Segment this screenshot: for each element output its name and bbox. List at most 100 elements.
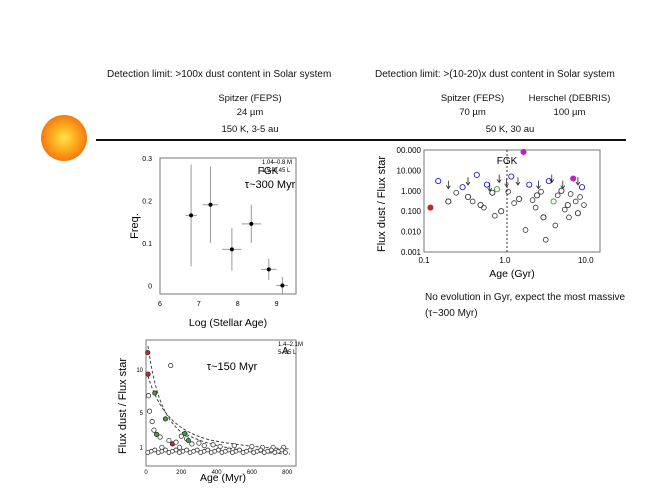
chart2-lum-note: 5–25 L	[278, 350, 297, 356]
chart3-title: FGK	[497, 156, 518, 167]
a-star-flux-chart: 0 200 400 600 800 1 5 10 A 1.4–2.1M 5–25 L τ~15…	[117, 339, 303, 484]
chart3-upper-limit-head	[446, 185, 451, 190]
chart2-point	[145, 393, 152, 399]
chart3-point	[534, 192, 541, 199]
chart3-point	[516, 195, 523, 202]
chart2-point	[189, 441, 195, 447]
chart3-point	[453, 189, 459, 196]
chart3-upper-limit-head	[549, 179, 555, 184]
chart3-xtick: 0.1	[418, 256, 430, 265]
chart1-point	[189, 213, 194, 218]
chart1-ytick: 0.3	[142, 156, 152, 163]
chart1-xtick: 6	[158, 301, 162, 308]
chart3-point	[459, 184, 466, 191]
right-instrument-2: Herschel (DEBRIS)	[528, 93, 611, 104]
chart3-point	[574, 210, 581, 217]
chart3-point	[491, 212, 498, 219]
chart3-point	[566, 214, 572, 221]
chart3-point	[529, 197, 536, 203]
chart1-xtick: 8	[236, 301, 240, 308]
chart2-baseline-point	[268, 447, 274, 453]
chart1-point	[208, 202, 213, 207]
chart2-point	[210, 442, 216, 448]
chart2-point	[168, 362, 174, 369]
chart2-point	[146, 408, 153, 414]
chart1-lum-note: 1.5–0.45 L	[262, 168, 291, 174]
fgk-flux-ratio-chart: 0.1 1.0 10.0 0.001 0.010 0.100 1.000 10.000 00.0…	[376, 146, 601, 280]
chart3-point	[427, 204, 434, 211]
chart2-xtick: 600	[247, 470, 258, 476]
chart3-point	[540, 214, 547, 221]
chart2-xtick: 0	[144, 470, 148, 476]
chart2-baseline-point	[237, 447, 242, 453]
chart2-baseline-point	[247, 447, 253, 453]
chart1-ylabel: Freq.	[129, 213, 141, 239]
chart2-point	[145, 350, 151, 356]
right-temp-radius: 50 K, 30 au	[485, 124, 535, 135]
chart2-point	[178, 433, 184, 439]
chart3-point	[511, 200, 517, 206]
chart3-point	[493, 186, 501, 193]
sun-icon	[41, 115, 87, 161]
fgk-caption: No evolution in Gyr, expect the most mas…	[425, 292, 626, 319]
chart2-baseline-point	[216, 447, 221, 453]
chart3-point	[498, 208, 505, 215]
chart2-ytick: 1	[140, 445, 144, 451]
chart2-point	[145, 371, 151, 377]
chart3-point	[567, 191, 574, 197]
chart3-point	[577, 194, 583, 200]
chart2-point	[154, 431, 160, 438]
right-detection-limit: Detection limit: >(10-20)x dust content …	[375, 69, 615, 80]
chart1-frame	[159, 157, 297, 295]
chart2-baseline-point	[258, 447, 264, 453]
chart3-ylabel: Flux dust / Flux star	[376, 156, 388, 252]
chart3-upper-limit-head	[575, 181, 581, 186]
chart2-point	[149, 418, 155, 425]
chart1-ytick: 0.1	[142, 241, 152, 248]
chart3-point	[554, 192, 561, 199]
chart2-baseline-point	[152, 447, 158, 453]
chart3-ytick: 10.000	[397, 166, 422, 175]
chart1-title: FGK	[258, 166, 279, 177]
chart3-point	[481, 204, 487, 211]
chart3-xtick: 10.0	[578, 256, 594, 265]
chart2-point	[196, 440, 202, 446]
chart2-baseline-point	[226, 447, 232, 453]
chart3-point	[469, 198, 476, 205]
chart3-point	[532, 204, 539, 211]
chart3-point	[542, 236, 549, 243]
chart3-ytick: 0.010	[401, 228, 422, 237]
chart2-baseline-point	[283, 450, 288, 455]
chart3-point	[505, 188, 512, 195]
chart1-tau: τ~300 Myr	[245, 179, 296, 191]
chart2-baseline-point	[279, 447, 285, 453]
left-instrument: Spitzer (FEPS)	[218, 93, 282, 104]
chart2-point	[201, 443, 207, 449]
right-wavelength-1: 70 µm	[459, 107, 486, 118]
chart1-mass-note: 1.04–0.8 M	[262, 160, 292, 166]
chart3-ytick: 0.100	[401, 207, 422, 216]
chart3-upper-limit-head	[536, 185, 541, 190]
chart2-title: A	[282, 346, 289, 357]
chart2-baseline-point	[163, 447, 168, 453]
chart3-point	[572, 198, 579, 205]
chart2-point	[162, 416, 168, 422]
chart2-point	[166, 437, 172, 444]
chart3-point	[445, 198, 452, 205]
chart3-point	[552, 222, 559, 229]
chart2-xtick: 400	[212, 470, 223, 476]
chart3-point	[508, 173, 515, 180]
chart1-point	[280, 283, 285, 288]
chart2-baseline-point	[194, 447, 200, 453]
chart2-point	[185, 437, 191, 444]
chart3-ytick: 00.000	[397, 146, 422, 155]
chart3-upper-limit-head	[504, 183, 509, 188]
left-detection-limit: Detection limit: >100x dust content in S…	[107, 69, 332, 80]
left-wavelength: 24 µm	[236, 107, 264, 118]
chart2-tau: τ~150 Myr	[207, 361, 258, 373]
chart1-xlabel: Log (Stellar Age)	[189, 317, 267, 329]
chart2-baseline-point	[205, 447, 211, 453]
chart3-point	[489, 189, 496, 196]
chart3-point	[579, 184, 586, 191]
chart2-xtick: 200	[176, 470, 187, 476]
